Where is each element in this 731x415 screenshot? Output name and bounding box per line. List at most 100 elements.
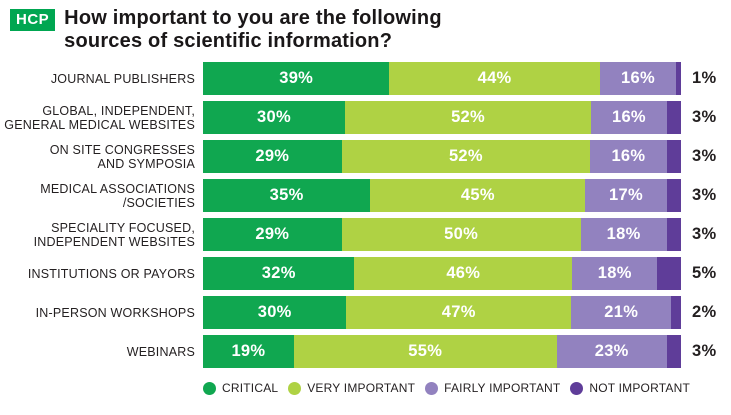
bar-segment-fairly-important: 18% (572, 257, 658, 290)
bar-segment-very-important: 52% (341, 140, 591, 173)
category-label: IN-PERSON WORKSHOPS (35, 305, 195, 320)
outside-value-label: 3% (692, 147, 717, 165)
bar-track: 35% 45% 17% (203, 179, 681, 212)
bar-segment-very-important: 50% (341, 218, 581, 251)
category-label: MEDICAL ASSOCIATIONS/SOCIETIES (40, 181, 195, 210)
bar-segment-very-important: 46% (354, 257, 573, 290)
segment-value-label: 45% (460, 186, 495, 204)
segment-value-label: 30% (257, 108, 291, 126)
outside-value-label: 3% (692, 225, 717, 243)
bar-segment-fairly-important: 16% (590, 140, 667, 173)
legend-label: NOT IMPORTANT (589, 381, 690, 395)
bar-segment-very-important: 44% (389, 62, 600, 95)
segment-value-label: 21% (604, 303, 639, 321)
segment-value-label: 50% (444, 225, 479, 243)
category-label: SPECIALITY FOCUSED, INDEPENDENT WEBSITES (33, 220, 195, 249)
legend-swatch-icon (425, 381, 439, 395)
legend-label: VERY IMPORTANT (307, 381, 416, 395)
bar-segment-fairly-important: 17% (585, 179, 667, 212)
outside-value-label: 3% (692, 342, 717, 360)
legend-swatch-icon (570, 381, 584, 395)
bar-segment-critical: 30% (203, 101, 345, 134)
bar-segment-very-important: 52% (344, 101, 592, 134)
bar-segment-very-important: 47% (346, 296, 572, 329)
segment-value-label: 32% (261, 264, 296, 282)
legend-item-not-important: NOT IMPORTANT (570, 381, 690, 395)
segment-value-label: 30% (257, 303, 292, 321)
chart-row: GLOBAL, INDEPENDENT, GENERAL MEDICAL WEBS… (0, 101, 731, 134)
segment-value-label: 17% (609, 186, 643, 204)
chart-row: MEDICAL ASSOCIATIONS/SOCIETIES 35% 45% 17% 3… (0, 179, 731, 212)
page-title: How important to you are the following so… (64, 7, 442, 53)
bar-track: 30% 52% 16% (203, 101, 681, 134)
bar-segment-critical: 29% (203, 218, 342, 251)
bar-track: 32% 46% 18% (203, 257, 681, 290)
bar-track: 19% 55% 23% (203, 335, 681, 368)
outside-value-label: 5% (692, 264, 717, 282)
category-label: INSTITUTIONS OR PAYORS (27, 266, 195, 281)
legend-label: CRITICAL (222, 381, 279, 395)
legend-item-fairly-important: FAIRLY IMPORTANT (425, 381, 560, 395)
bar-segment-not-important (666, 335, 681, 368)
chart-legend: CRITICAL VERY IMPORTANT FAIRLY IMPORTANT NO… (203, 381, 690, 395)
segment-value-label: 18% (606, 225, 641, 243)
segment-value-label: 35% (269, 186, 304, 204)
bar-segment-not-important (666, 218, 682, 251)
segment-value-label: 44% (477, 69, 512, 87)
legend-swatch-icon (288, 381, 302, 395)
bar-segment-fairly-important: 23% (556, 335, 667, 368)
bar-segment-critical: 39% (203, 62, 390, 95)
category-label: WEBINARS (126, 344, 195, 359)
category-label: JOURNAL PUBLISHERS (50, 71, 195, 86)
segment-value-label: 52% (451, 108, 485, 126)
segment-value-label: 16% (611, 108, 646, 126)
bar-segment-fairly-important: 21% (571, 296, 672, 329)
bar-segment-fairly-important: 18% (580, 218, 667, 251)
segment-value-label: 23% (594, 342, 629, 360)
bar-segment-not-important (671, 296, 681, 329)
bar-segment-critical: 32% (203, 257, 355, 290)
title-line-2: sources of scientific information? (64, 30, 393, 52)
bar-track: 29% 52% 16% (203, 140, 682, 173)
segment-value-label: 16% (611, 147, 646, 165)
segment-value-label: 47% (441, 303, 476, 321)
legend-item-very-important: VERY IMPORTANT (288, 381, 415, 395)
chart-row: ON SITE CONGRESSES AND SYMPOSIA 29% 52% 16% 3… (0, 140, 731, 173)
bar-segment-critical: 29% (203, 140, 342, 173)
bar-track: 39% 44% 16% (203, 62, 681, 95)
segment-value-label: 55% (408, 342, 443, 360)
title-line-1: How important to you are the following (64, 7, 442, 29)
stacked-bar-chart: JOURNAL PUBLISHERS 39% 44% 16% 1% GLOBAL, IND… (0, 62, 731, 368)
segment-value-label: 18% (597, 264, 632, 282)
bar-segment-not-important (666, 101, 681, 134)
chart-row: WEBINARS 19% 55% 23% 3% (0, 335, 731, 368)
bar-segment-critical: 35% (203, 179, 371, 212)
bar-track: 30% 47% 21% (203, 296, 681, 329)
legend-item-critical: CRITICAL (203, 381, 278, 395)
segment-value-label: 39% (279, 69, 314, 87)
legend-swatch-icon (203, 381, 216, 395)
segment-value-label: 29% (255, 147, 290, 165)
outside-value-label: 3% (692, 108, 717, 126)
segment-value-label: 46% (446, 264, 481, 282)
bar-segment-not-important (666, 179, 681, 212)
header: HCP How important to you are the followi… (0, 0, 731, 52)
bar-segment-very-important: 45% (370, 179, 586, 212)
outside-value-label: 2% (692, 303, 717, 321)
bar-segment-not-important (666, 140, 682, 173)
outside-value-label: 1% (692, 69, 717, 87)
bar-segment-fairly-important: 16% (599, 62, 677, 95)
chart-row: JOURNAL PUBLISHERS 39% 44% 16% 1% (0, 62, 731, 95)
chart-row: SPECIALITY FOCUSED, INDEPENDENT WEBSITES 2… (0, 218, 731, 251)
category-label: ON SITE CONGRESSES AND SYMPOSIA (49, 142, 195, 171)
bar-segment-very-important: 55% (293, 335, 557, 368)
segment-value-label: 52% (448, 147, 483, 165)
legend-label: FAIRLY IMPORTANT (444, 381, 561, 395)
bar-segment-critical: 30% (203, 296, 347, 329)
chart-row: INSTITUTIONS OR PAYORS 32% 46% 18% 5% (0, 257, 731, 290)
hcp-badge: HCP (10, 9, 56, 31)
bar-segment-critical: 19% (203, 335, 294, 368)
segment-value-label: 16% (621, 69, 655, 87)
bar-segment-not-important (657, 257, 681, 290)
